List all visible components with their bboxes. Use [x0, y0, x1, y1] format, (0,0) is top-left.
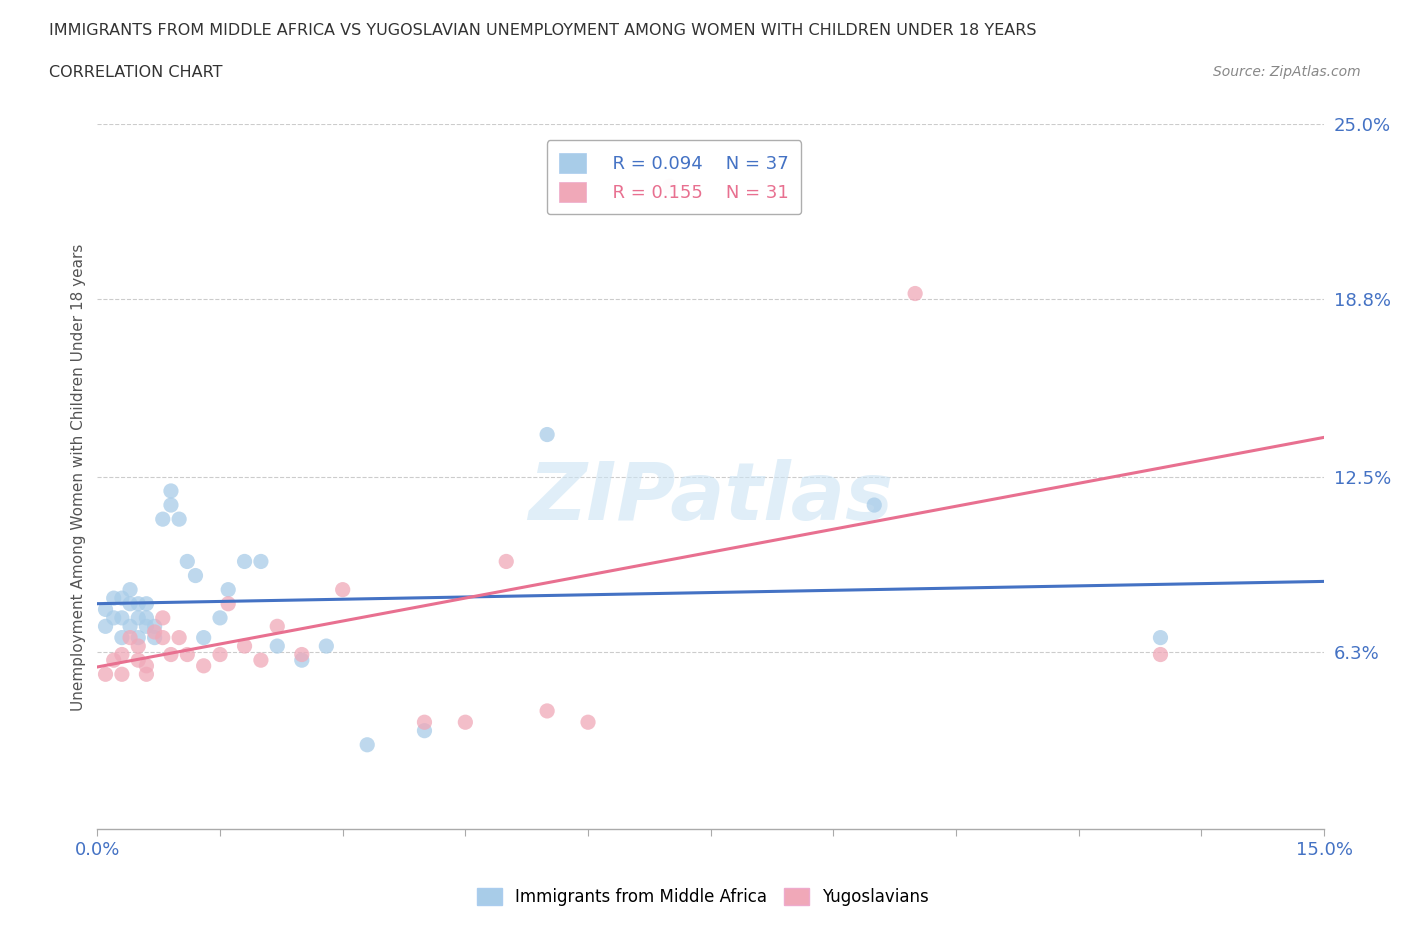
- Point: [111, 667, 134, 682]
- Point: [127, 639, 149, 654]
- Point: [152, 610, 174, 625]
- Point: [356, 737, 378, 752]
- Point: [266, 639, 288, 654]
- Point: [135, 658, 157, 673]
- Point: [208, 647, 231, 662]
- Point: [217, 582, 239, 597]
- Point: [266, 618, 288, 633]
- Point: [94, 618, 117, 633]
- Point: [152, 512, 174, 526]
- Point: [184, 568, 207, 583]
- Point: [111, 647, 134, 662]
- Point: [160, 484, 183, 498]
- Point: [217, 596, 239, 611]
- Point: [250, 554, 273, 569]
- Point: [127, 631, 149, 645]
- Point: [94, 667, 117, 682]
- Point: [233, 639, 256, 654]
- Point: [103, 653, 125, 668]
- Point: [160, 647, 183, 662]
- Point: [315, 639, 337, 654]
- Point: [208, 610, 231, 625]
- Point: [103, 591, 125, 605]
- Point: [135, 610, 157, 625]
- Point: [111, 631, 134, 645]
- Point: [127, 610, 149, 625]
- Point: [250, 653, 273, 668]
- Point: [291, 647, 314, 662]
- Point: [576, 715, 599, 730]
- Point: [120, 582, 142, 597]
- Point: [1149, 647, 1171, 662]
- Point: [413, 715, 436, 730]
- Point: [193, 658, 215, 673]
- Point: [94, 602, 117, 617]
- Point: [658, 179, 681, 193]
- Point: [454, 715, 477, 730]
- Point: [413, 724, 436, 738]
- Legend:   R = 0.094    N = 37,   R = 0.155    N = 31: R = 0.094 N = 37, R = 0.155 N = 31: [547, 140, 801, 215]
- Point: [495, 554, 517, 569]
- Point: [536, 427, 558, 442]
- Point: [193, 631, 215, 645]
- Point: [127, 653, 149, 668]
- Text: CORRELATION CHART: CORRELATION CHART: [49, 65, 222, 80]
- Point: [135, 596, 157, 611]
- Point: [160, 498, 183, 512]
- Point: [536, 703, 558, 718]
- Point: [332, 582, 354, 597]
- Point: [111, 610, 134, 625]
- Point: [120, 596, 142, 611]
- Point: [135, 667, 157, 682]
- Point: [143, 618, 166, 633]
- Point: [120, 631, 142, 645]
- Y-axis label: Unemployment Among Women with Children Under 18 years: Unemployment Among Women with Children U…: [72, 243, 86, 711]
- Point: [167, 512, 190, 526]
- Point: [176, 554, 198, 569]
- Text: Source: ZipAtlas.com: Source: ZipAtlas.com: [1213, 65, 1361, 79]
- Point: [291, 653, 314, 668]
- Point: [176, 647, 198, 662]
- Point: [233, 554, 256, 569]
- Point: [111, 591, 134, 605]
- Point: [143, 631, 166, 645]
- Point: [167, 631, 190, 645]
- Point: [152, 631, 174, 645]
- Point: [143, 625, 166, 640]
- Point: [904, 286, 927, 301]
- Point: [1149, 631, 1171, 645]
- Legend: Immigrants from Middle Africa, Yugoslavians: Immigrants from Middle Africa, Yugoslavi…: [470, 881, 936, 912]
- Point: [103, 610, 125, 625]
- Point: [120, 618, 142, 633]
- Text: IMMIGRANTS FROM MIDDLE AFRICA VS YUGOSLAVIAN UNEMPLOYMENT AMONG WOMEN WITH CHILD: IMMIGRANTS FROM MIDDLE AFRICA VS YUGOSLA…: [49, 23, 1036, 38]
- Point: [863, 498, 886, 512]
- Point: [135, 618, 157, 633]
- Point: [127, 596, 149, 611]
- Text: ZIPatlas: ZIPatlas: [529, 459, 893, 537]
